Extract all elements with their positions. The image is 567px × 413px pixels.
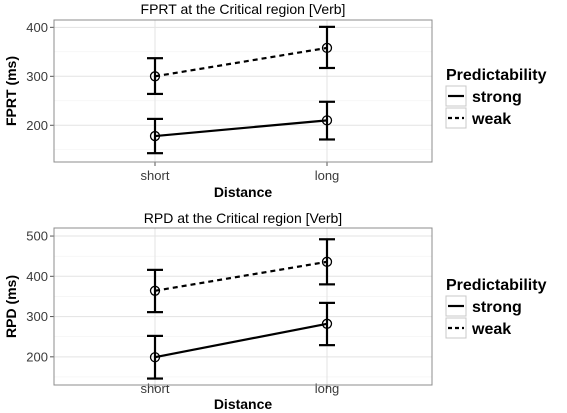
x-tick-label: short	[141, 168, 170, 183]
data-point	[149, 130, 161, 142]
y-tick-label: 300	[26, 69, 48, 84]
data-point	[321, 256, 333, 267]
x-tick-label: short	[141, 381, 170, 396]
legend-title: Predictability	[446, 277, 547, 294]
series-line-weak	[154, 46, 328, 78]
plot-background	[54, 228, 432, 385]
y-tick-label: 200	[26, 349, 48, 364]
x-tick-label: long	[315, 381, 340, 396]
data-point	[321, 318, 333, 329]
data-point	[149, 285, 161, 296]
legend-title: Predictability	[446, 67, 547, 84]
y-tick-label: 400	[26, 20, 48, 35]
data-point	[149, 71, 161, 82]
legend-label-weak: weak	[471, 111, 511, 128]
y-tick-label: 400	[26, 269, 48, 284]
y-axis-label: FPRT (ms)	[3, 56, 19, 126]
data-point	[321, 115, 333, 126]
y-tick-label: 300	[26, 309, 48, 324]
legend-label-weak: weak	[471, 321, 511, 338]
data-point	[321, 42, 333, 54]
legend: Predictability strong weak	[445, 277, 547, 339]
legend-label-strong: strong	[472, 89, 522, 106]
chart-panel-1: 200 300 400 short long FPRT at the Critical r…	[3, 1, 547, 200]
chart-title: FPRT at the Critical region [Verb]	[141, 1, 346, 17]
plot-border	[53, 19, 433, 163]
data-point	[149, 352, 161, 363]
chart-panel-2: 200 300 400 500 short long RPD at the Critical…	[3, 210, 547, 412]
series-line-weak	[154, 260, 328, 292]
y-tick-label: 200	[26, 118, 48, 133]
y-tick-label: 500	[26, 229, 48, 244]
legend: Predictability strong weak	[445, 67, 547, 129]
series-line-strong	[154, 322, 328, 359]
x-tick-label: long	[315, 168, 340, 183]
y-axis-label: RPD (ms)	[3, 275, 19, 338]
x-axis-label: Distance	[214, 396, 273, 412]
chart-title: RPD at the Critical region [Verb]	[144, 210, 342, 226]
x-axis-label: Distance	[214, 184, 273, 200]
series-line-strong	[154, 119, 328, 138]
plot-background	[54, 20, 432, 162]
legend-label-strong: strong	[472, 299, 522, 316]
plot-border	[53, 227, 433, 386]
